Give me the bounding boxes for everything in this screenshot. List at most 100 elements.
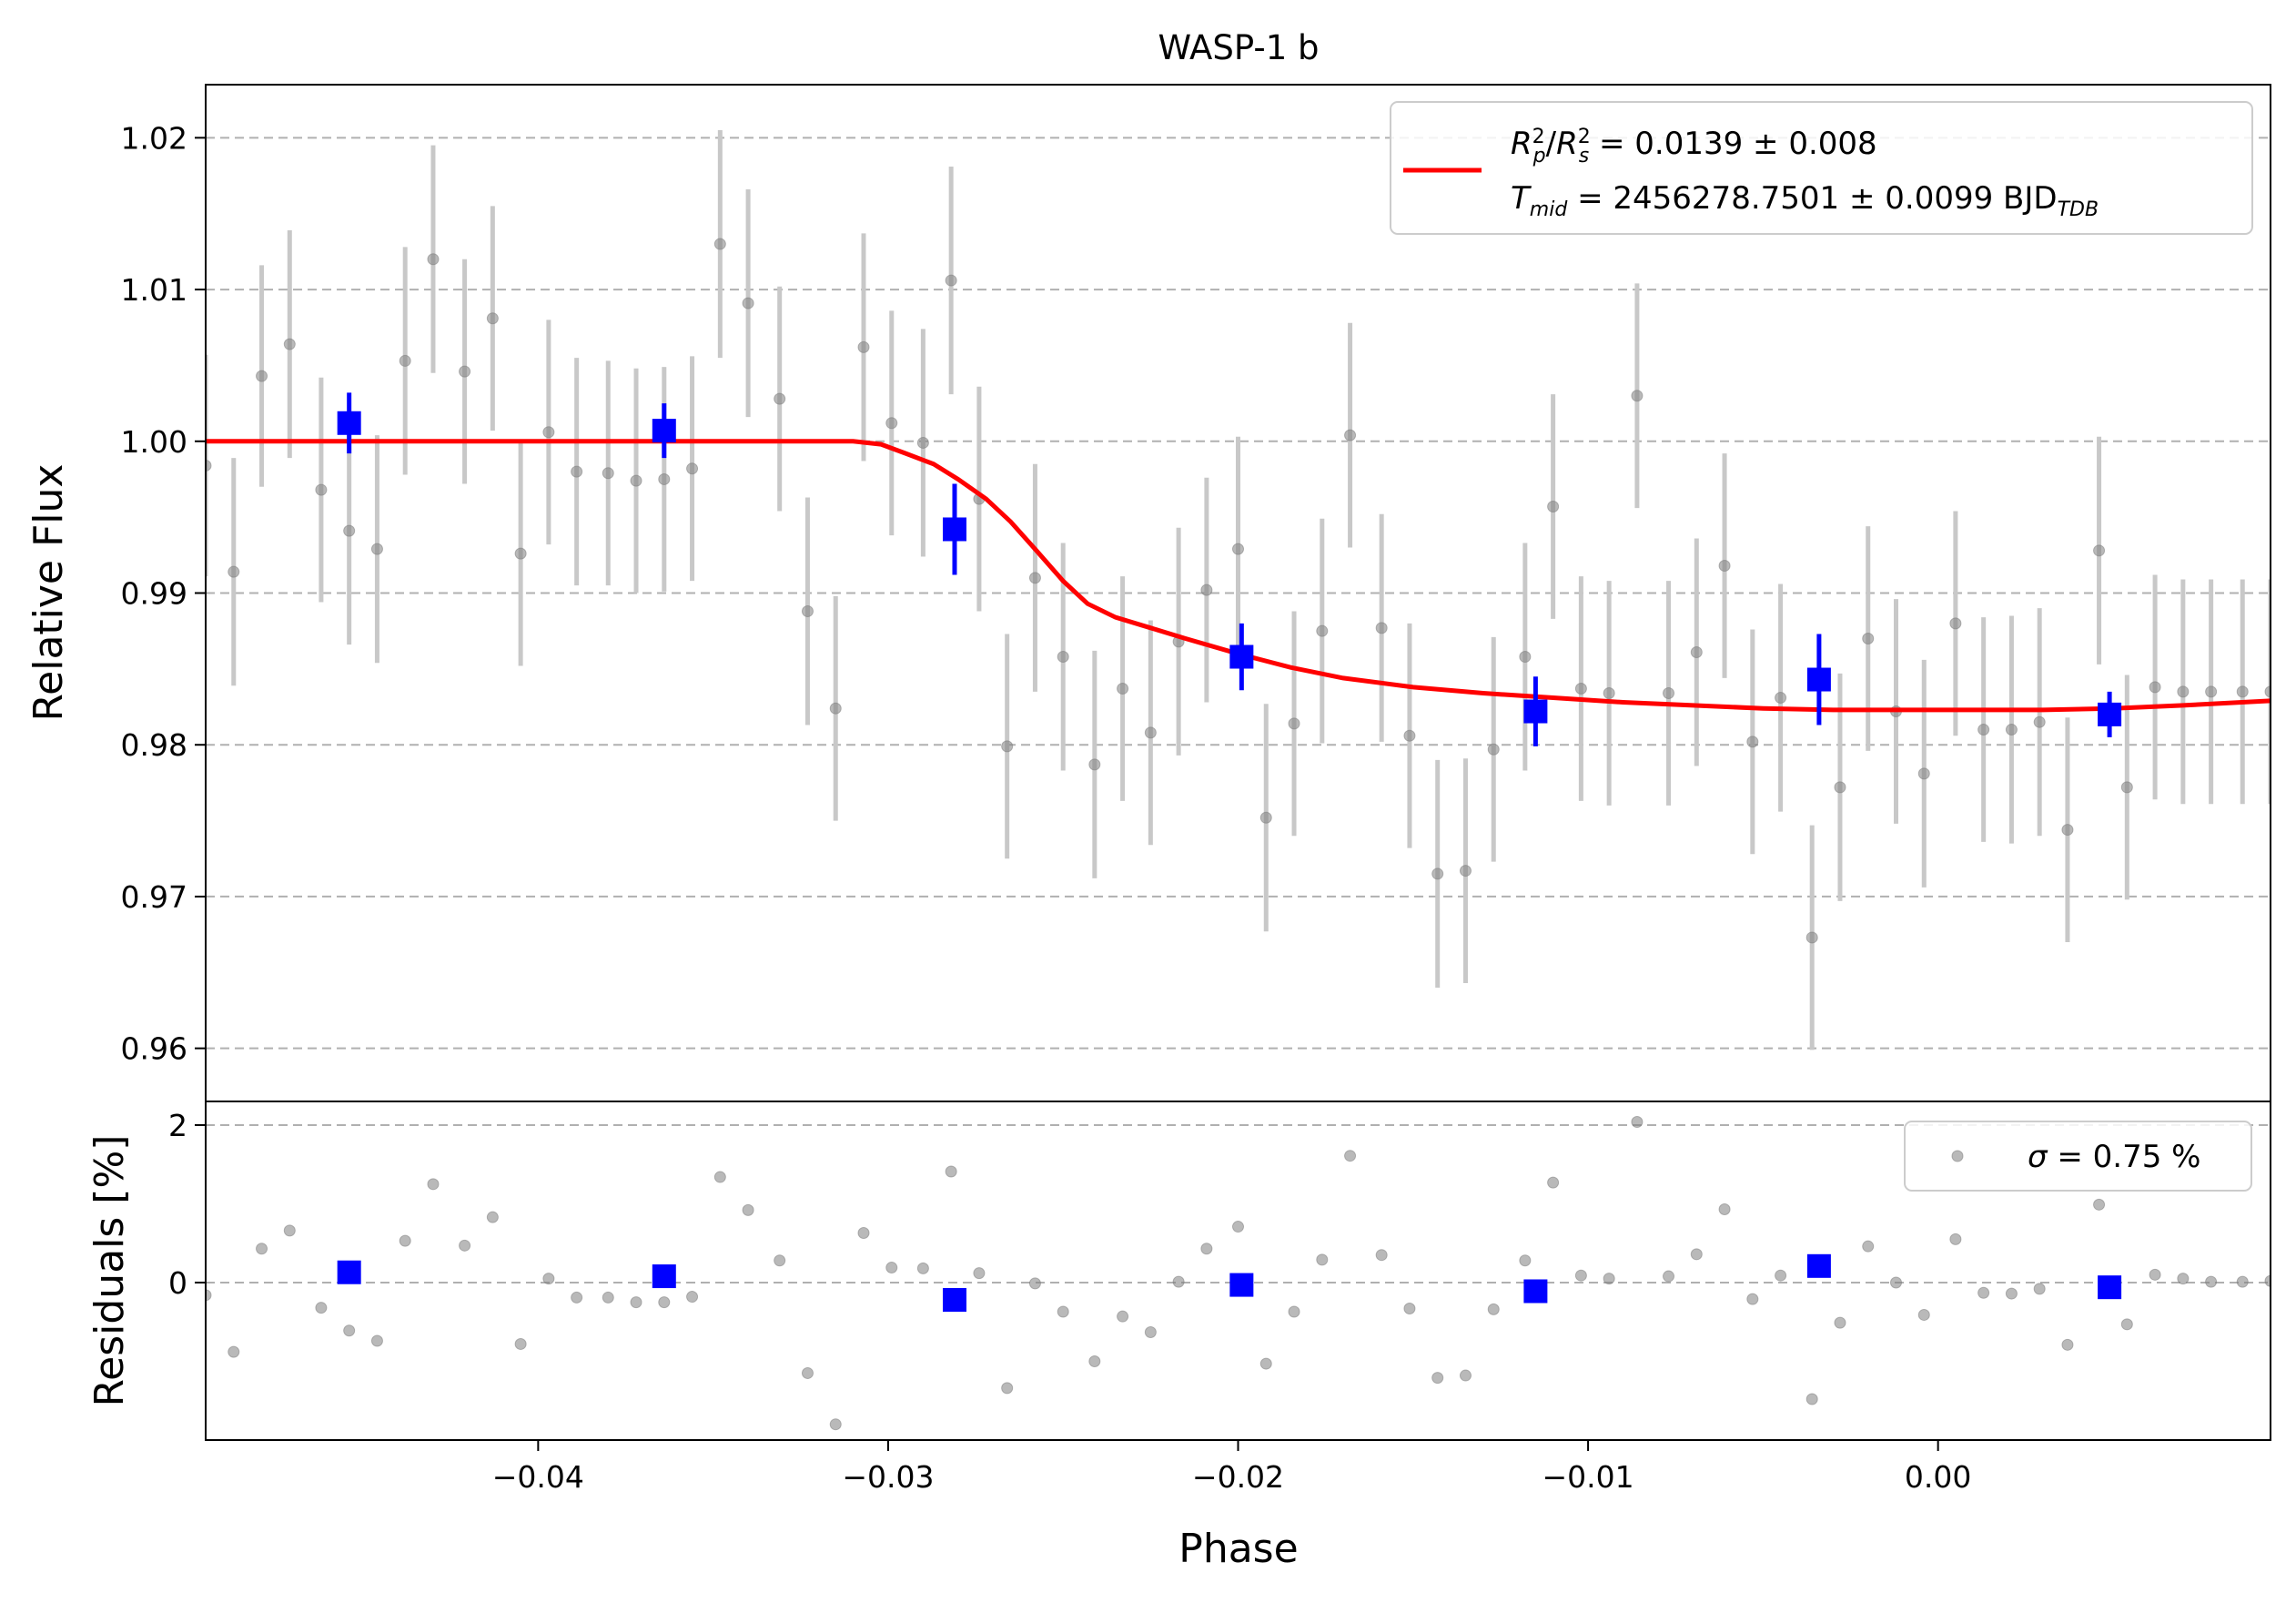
bottom-y-tick-label: 2 [168,1108,187,1143]
data-point [1001,740,1014,753]
residual-point [658,1296,671,1309]
data-point [829,702,842,715]
fit-legend-rp-rs: R2 p/R2 s = 0.0139 ± 0.008 [1511,126,1877,167]
data-point [1288,717,1300,730]
data-point [256,370,268,382]
residual-point [206,1289,212,1302]
residual-point [542,1273,555,1285]
x-axis-label: Phase [1178,1526,1298,1572]
data-point [602,467,614,480]
residual-point [1028,1277,1041,1290]
data-point [1805,931,1818,944]
binned-residual-point [652,1264,676,1289]
data-point [459,365,471,378]
residual-point [1547,1176,1560,1189]
binned-point [652,419,676,443]
residual-point [1805,1393,1818,1405]
residual-point [2061,1338,2074,1351]
residual-point [1663,1270,1675,1283]
residual-point [1574,1269,1587,1282]
residual-point [1259,1357,1272,1370]
data-point [1117,683,1129,695]
data-point [2149,681,2161,694]
top-y-tick-label: 0.97 [121,879,187,915]
residual-point [829,1418,842,1431]
data-point [857,340,870,353]
chart-title: WASP-1 b [1158,28,1320,67]
residual-point [1117,1310,1129,1323]
data-point [713,238,726,250]
bottom-y-ticks: 02 [168,1108,206,1301]
data-point [2093,544,2106,557]
top-y-tick-label: 0.99 [121,576,187,612]
residual-point [370,1334,383,1347]
binned-residual-point [2098,1275,2122,1300]
data-point [1057,651,1069,664]
residual-point [916,1262,929,1274]
binned-point [1229,644,1254,669]
binned-residual-point [1806,1253,1831,1278]
residual-point [2236,1275,2249,1288]
data-point [1862,633,1875,645]
residual-point [630,1296,642,1309]
binned-residual-point [942,1288,966,1313]
data-errorbars [206,130,2271,1050]
data-point [514,547,527,560]
data-point [315,483,328,496]
data-point [1344,429,1357,441]
residual-point [1316,1253,1329,1266]
residual-point [1746,1293,1759,1305]
residual-point [1375,1249,1388,1262]
data-point [1088,758,1101,771]
data-point [742,297,754,309]
bottom-y-tick-label: 0 [168,1265,187,1301]
residual-point [602,1291,614,1304]
top-y-tick-label: 1.01 [121,272,187,308]
data-point [1375,622,1388,634]
sigma-legend-box [1904,1121,2252,1192]
data-point [2061,824,2074,837]
data-point [801,605,814,618]
residual-point [1519,1254,1532,1267]
residual-point [2033,1283,2046,1295]
transit-model-line [206,439,2271,713]
fit-legend-tmid: Tmid = 2456278.7501 ± 0.0099 BJDTDB [1511,180,2099,221]
data-point [370,543,383,555]
data-point [283,338,296,350]
residual-point [2264,1274,2271,1287]
residual-point [427,1178,440,1191]
residual-point [713,1171,726,1183]
top-y-tick-label: 0.98 [121,727,187,763]
data-point [1949,617,1962,630]
bottom-y-axis-label: Residuals [%] [86,1135,133,1407]
binned-points [337,392,2122,746]
residual-point [228,1345,240,1358]
data-point [1028,572,1041,584]
residual-point [1144,1325,1157,1338]
fit-legend: R2 p/R2 s = 0.0139 ± 0.008 Tmid = 2456278.… [1390,101,2253,235]
data-point [916,436,929,449]
data-point [2033,715,2046,728]
data-point [686,462,699,475]
residual-point [315,1302,328,1314]
data-point [399,354,411,367]
top-y-tick-label: 1.02 [121,120,187,156]
data-point [571,465,583,478]
residual-point [885,1262,898,1274]
residual-point [256,1243,268,1255]
residual-point [2093,1198,2106,1211]
residual-point [1001,1382,1014,1395]
residual-point [283,1224,296,1237]
data-point [486,312,499,325]
residual-point [1834,1316,1846,1329]
data-point [2264,685,2271,698]
data-point [1519,651,1532,664]
residual-point [2120,1318,2133,1331]
residual-point [1949,1233,1962,1245]
data-point [206,459,212,472]
binned-residual-point [337,1260,361,1284]
sigma-legend-text: σ = 0.75 % [2028,1139,2200,1175]
residual-point [1344,1150,1357,1162]
data-point [1834,781,1846,794]
